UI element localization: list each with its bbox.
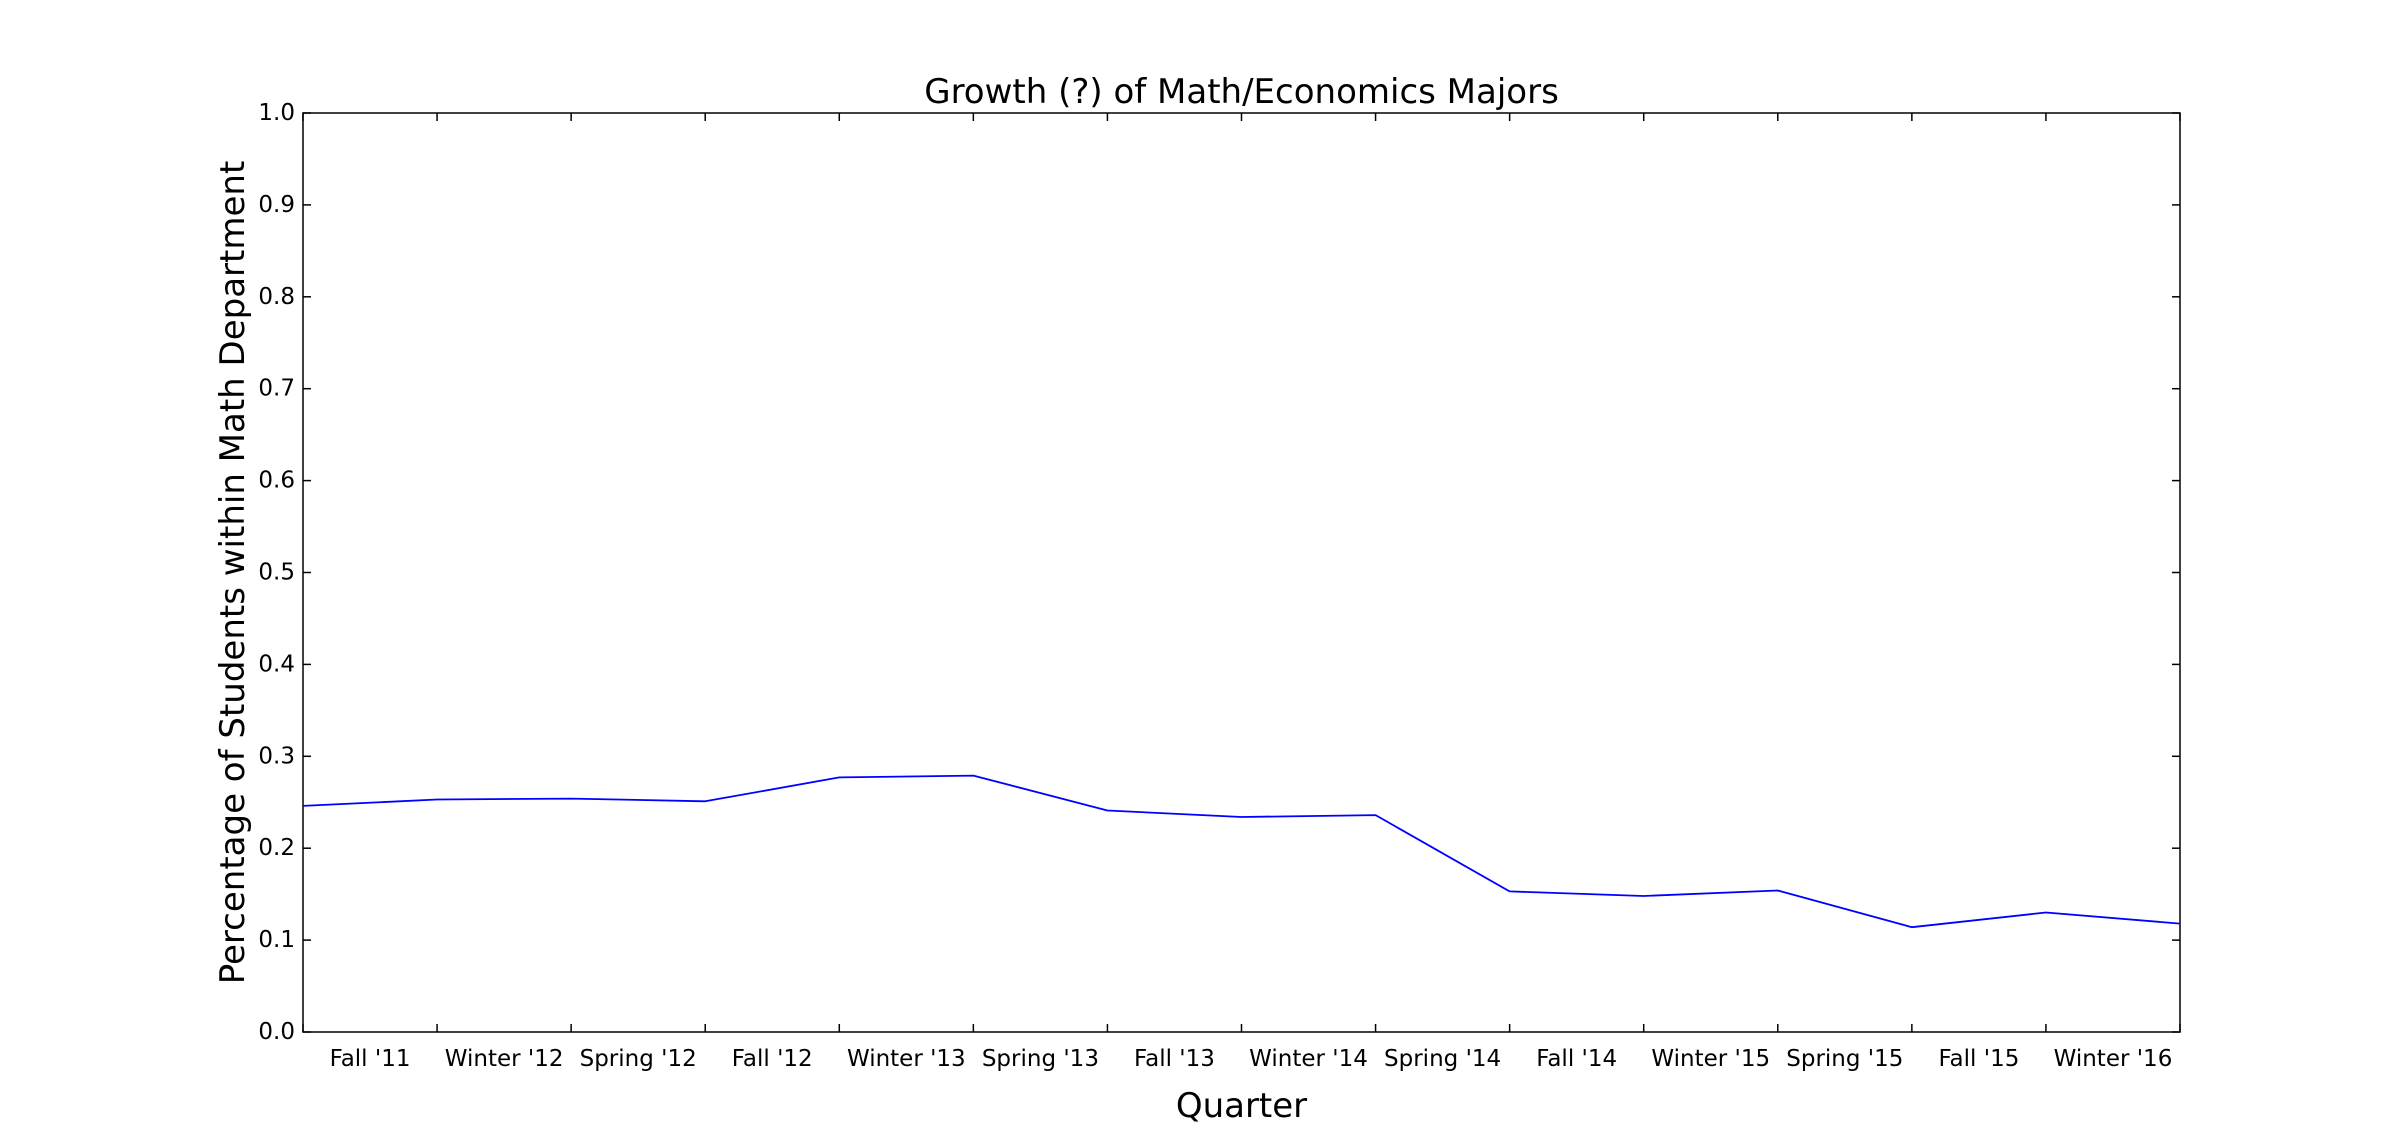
y-tick-label: 0.4: [258, 651, 295, 677]
x-tick-label: Fall '14: [1536, 1046, 1617, 1072]
x-tick-label: Winter '15: [1651, 1046, 1770, 1072]
chart-title: Growth (?) of Math/Economics Majors: [924, 72, 1559, 112]
plot-frame: [302, 112, 2181, 1033]
x-tick-label: Spring '12: [580, 1046, 697, 1072]
y-tick-label: 0.8: [258, 284, 295, 310]
x-tick-label: Winter '14: [1249, 1046, 1368, 1072]
x-tick-label: Winter '13: [847, 1046, 966, 1072]
y-tick-label: 0.6: [258, 468, 295, 494]
y-tick-label: 0.7: [258, 376, 295, 402]
x-tick-label: Spring '15: [1786, 1046, 1903, 1072]
y-tick-label: 0.0: [258, 1019, 295, 1045]
x-axis-label: Quarter: [1176, 1086, 1307, 1126]
x-tick-label: Fall '13: [1134, 1046, 1215, 1072]
series-line: [302, 774, 2181, 929]
y-tick-label: 0.1: [258, 927, 295, 953]
x-tick-label: Spring '14: [1384, 1046, 1501, 1072]
x-tick-label: Winter '16: [2054, 1046, 2173, 1072]
y-tick-label: 0.2: [258, 835, 295, 861]
x-tick-label: Fall '11: [330, 1046, 411, 1072]
y-axis-label: Percentage of Students within Math Depar…: [213, 161, 253, 985]
x-tick-label: Fall '12: [732, 1046, 813, 1072]
x-tick-label: Fall '15: [1938, 1046, 2019, 1072]
y-tick-label: 0.5: [258, 560, 295, 586]
x-tick-label: Spring '13: [982, 1046, 1099, 1072]
y-tick-label: 1.0: [258, 100, 295, 126]
y-tick-label: 0.3: [258, 743, 295, 769]
x-tick-label: Winter '12: [445, 1046, 564, 1072]
chart-content: 0.0 0.1 0.2 0.3 0.4 0.5 0.6 0.7 0.8 0.9 1.0 Fall '1…: [258, 100, 2181, 1072]
y-tick-label: 0.9: [258, 192, 295, 218]
